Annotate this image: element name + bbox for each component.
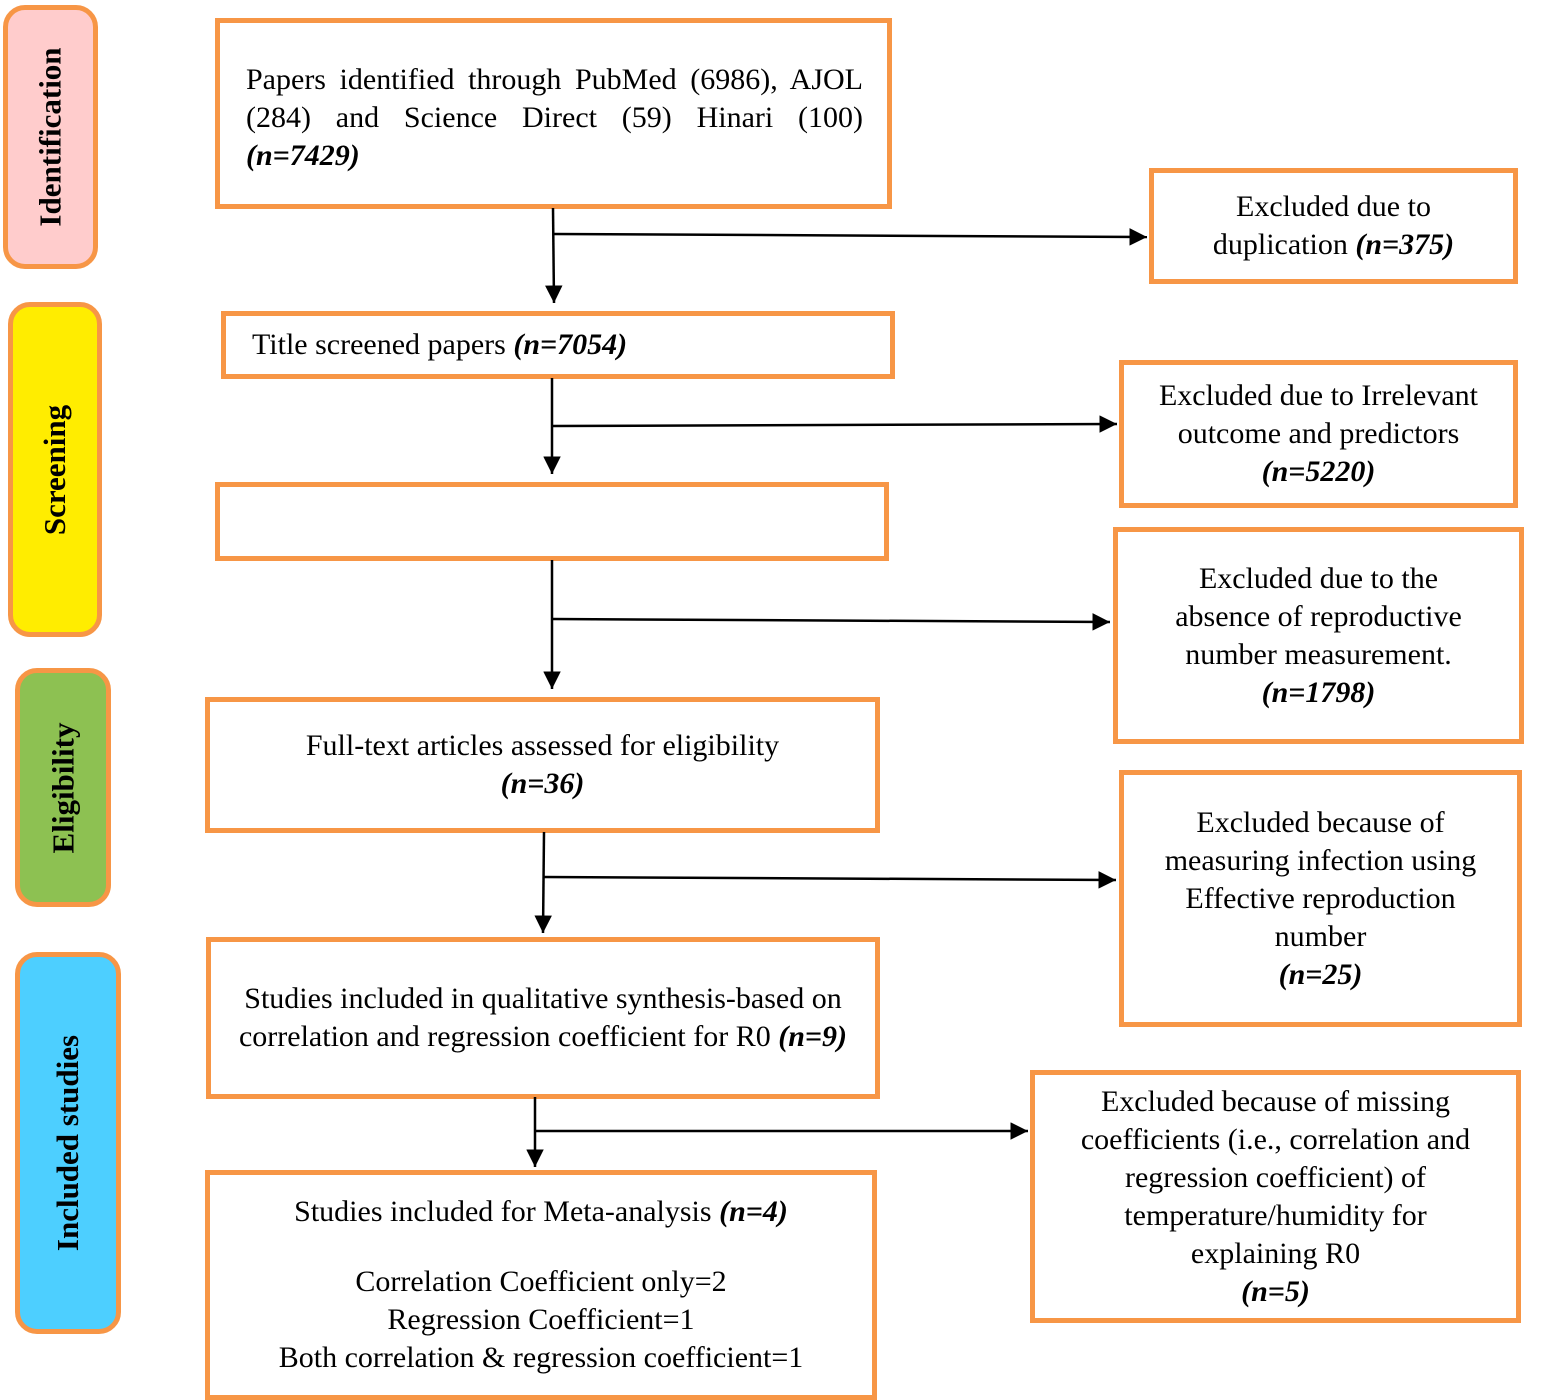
- box-text: Excluded due to the absence of reproduct…: [1175, 561, 1462, 671]
- abstract-screened-box: [215, 482, 889, 561]
- count: (n=5220): [1261, 455, 1376, 488]
- stage-eligibility: Eligibility: [15, 668, 111, 907]
- box-text: Excluded because of missing coefficients…: [1080, 1084, 1471, 1270]
- count: (n=25): [1278, 957, 1363, 991]
- excluded-no-r0-box: Excluded due to the absence of reproduct…: [1113, 527, 1524, 744]
- count: (n=9): [778, 1020, 847, 1053]
- meta-analysis-box: Studies included for Meta-analysis (n=4)…: [205, 1170, 877, 1400]
- qualitative-box: Studies included in qualitative synthesi…: [206, 937, 880, 1099]
- count: (n=1798): [1261, 675, 1376, 709]
- arrow-down: [534, 831, 552, 934]
- arrow-right: [542, 871, 1117, 889]
- excluded-irrelevant-box: Excluded due to Irrelevant outcome and p…: [1119, 360, 1518, 508]
- box-text: Title screened papers: [252, 328, 506, 361]
- excluded-effective-box: Excluded because of measuring infection …: [1119, 770, 1522, 1027]
- title-screened-box: Title screened papers (n=7054): [221, 311, 895, 379]
- box-text: Studies included for Meta-analysis: [294, 1195, 712, 1228]
- stage-included: Included studies: [15, 952, 121, 1334]
- box-text: Excluded due to Irrelevant outcome and p…: [1158, 379, 1479, 450]
- box-text: Full-text articles assessed for eligibil…: [305, 729, 780, 762]
- count: (n=36): [500, 767, 585, 800]
- count: (n=375): [1355, 228, 1455, 261]
- meta-line: Correlation Coefficient only=2: [355, 1265, 727, 1298]
- count: (n=5): [1241, 1274, 1310, 1308]
- box-text: Excluded due to duplication: [1212, 190, 1431, 261]
- count: (n=7429): [246, 139, 360, 172]
- box-text: Studies included in qualitative synthesi…: [238, 982, 842, 1053]
- arrow-right: [552, 228, 1148, 246]
- count: (n=7054): [513, 328, 628, 361]
- arrow-right: [551, 613, 1111, 631]
- arrow-down: [545, 207, 563, 304]
- excluded-duplication-box: Excluded due to duplication (n=375): [1149, 168, 1518, 284]
- stage-identification: Identification: [3, 5, 98, 269]
- meta-line: Both correlation & regression coefficien…: [278, 1341, 804, 1374]
- full-text-box: Full-text articles assessed for eligibil…: [205, 697, 880, 833]
- stage-screening: Screening: [8, 302, 102, 637]
- box-text: Excluded because of measuring infection …: [1164, 805, 1477, 953]
- meta-line: Regression Coefficient=1: [387, 1303, 695, 1336]
- excluded-missing-box: Excluded because of missing coefficients…: [1030, 1070, 1521, 1323]
- arrow-right: [551, 415, 1118, 433]
- identified-box: Papers identified through PubMed (6986),…: [215, 18, 892, 209]
- count: (n=4): [719, 1195, 788, 1228]
- box-text: Papers identified through PubMed (6986),…: [246, 63, 863, 134]
